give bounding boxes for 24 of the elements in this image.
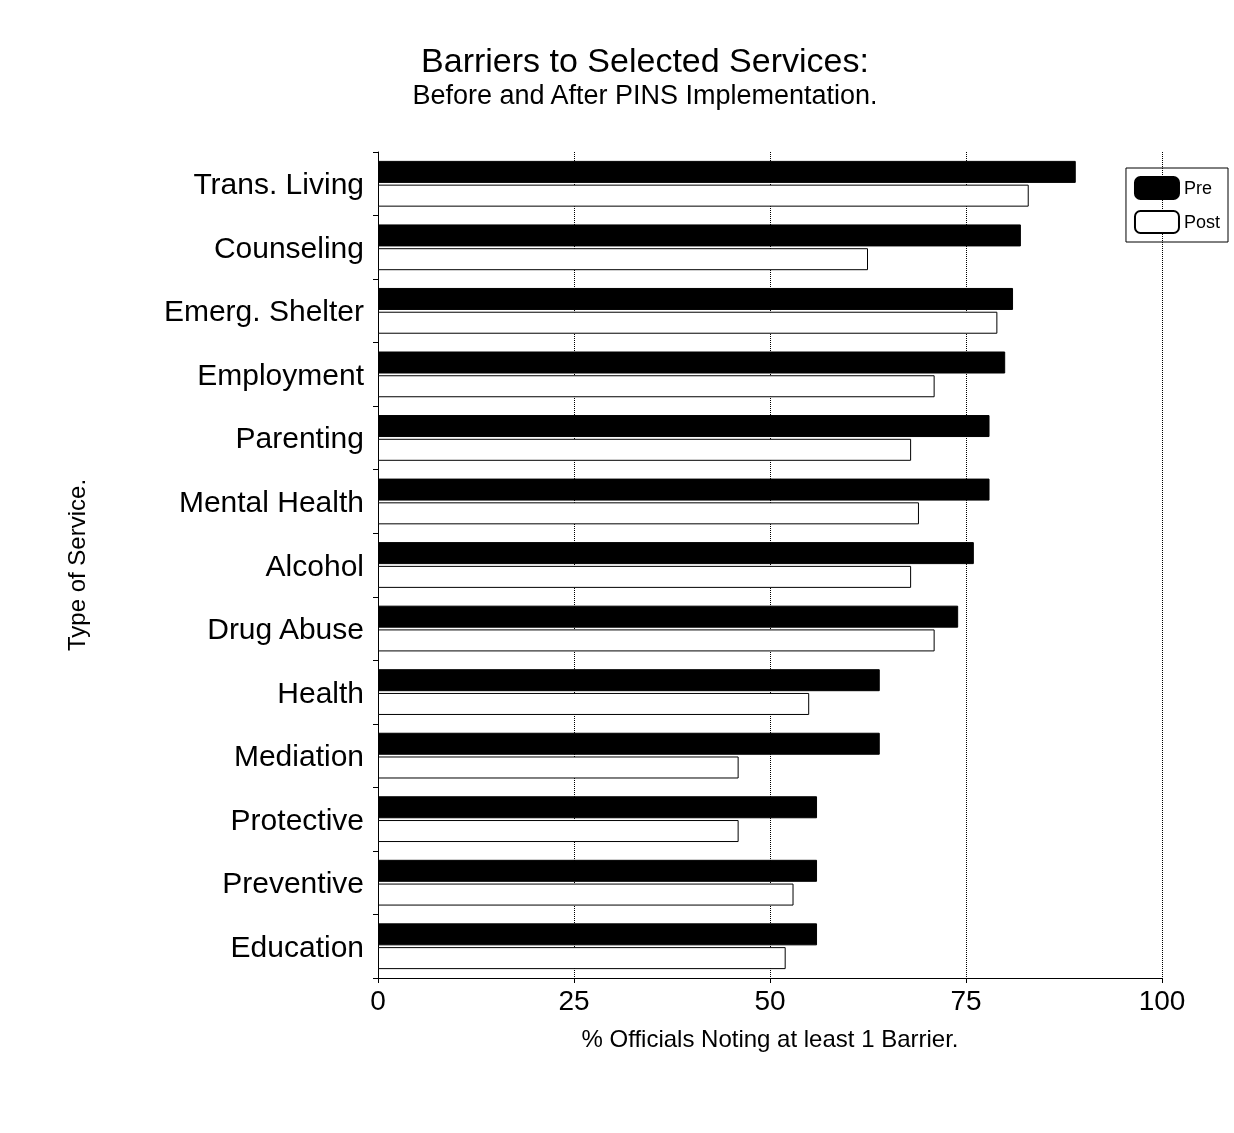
y-tick-label: Health bbox=[277, 675, 364, 709]
x-tick-label: 100 bbox=[1138, 984, 1186, 1016]
x-tick-label: 75 bbox=[950, 984, 982, 1016]
x-axis-title: % Officials Noting at least 1 Barrier. bbox=[581, 1024, 959, 1052]
y-tick-label: Counseling bbox=[213, 230, 364, 264]
y-tick-label: Trans. Living bbox=[193, 167, 364, 201]
x-tick-label: 0 bbox=[370, 984, 386, 1016]
y-tick-label: Parenting bbox=[235, 421, 364, 455]
y-tick-label: Alcohol bbox=[265, 548, 364, 582]
y-axis-title: Type of Service. bbox=[62, 478, 90, 652]
y-tick-label: Mental Health bbox=[178, 484, 364, 518]
y-tick-label: Education bbox=[230, 929, 364, 963]
y-tick-label: Mediation bbox=[233, 739, 364, 773]
chart-subtitle: Before and After PINS Implementation. bbox=[412, 79, 878, 110]
y-tick-label: Preventive bbox=[222, 866, 364, 900]
x-tick-label: 50 bbox=[754, 984, 786, 1016]
legend-label: Post bbox=[1183, 212, 1221, 232]
y-tick-label: Emerg. Shelter bbox=[163, 294, 364, 328]
legend-label: Pre bbox=[1183, 178, 1212, 198]
y-tick-label: Employment bbox=[197, 357, 365, 391]
x-tick-label: 25 bbox=[558, 984, 590, 1016]
y-tick-label: Protective bbox=[230, 802, 364, 836]
y-tick-label: Drug Abuse bbox=[207, 612, 364, 646]
chart-title: Barriers to Selected Services: bbox=[421, 41, 869, 79]
